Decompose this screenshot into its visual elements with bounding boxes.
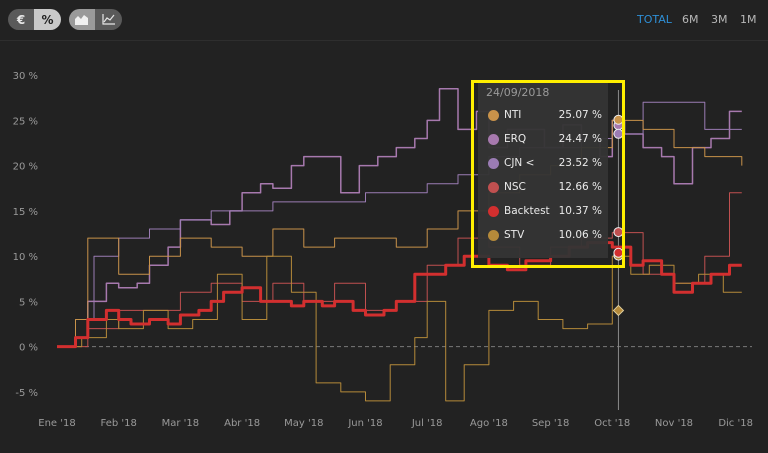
hover-marker bbox=[613, 247, 624, 258]
percent-mode-button[interactable]: % bbox=[34, 9, 61, 30]
performance-chart: 30 % 25 % 20 % 15 % 10 % 5 % 0 % -5 % Ene '18 Feb… bbox=[13, 71, 753, 429]
x-tick-label: Feb '18 bbox=[101, 418, 137, 429]
tooltip-row-nti: NTI 25.07 % bbox=[486, 107, 602, 125]
tooltip-series-value: 12.66 % bbox=[558, 181, 602, 193]
tooltip-row-erq: ERQ 24.47 % bbox=[486, 131, 602, 149]
tooltip-row-stv: STV 10.06 % bbox=[486, 227, 602, 245]
area-chart-button[interactable] bbox=[69, 9, 95, 30]
x-tick-label: Dic '18 bbox=[718, 418, 753, 429]
tooltip-series-value: 10.37 % bbox=[558, 205, 602, 217]
tooltip-row-cjn: CJN < 23.52 % bbox=[486, 155, 602, 173]
hover-marker bbox=[613, 114, 624, 125]
y-tick-label: 0 % bbox=[19, 343, 38, 354]
x-tick-label: Ene '18 bbox=[38, 418, 75, 429]
area-chart-icon bbox=[75, 15, 88, 25]
x-tick-label: Oct '18 bbox=[594, 418, 630, 429]
x-tick-label: Ago '18 bbox=[470, 418, 508, 429]
x-tick-label: Abr '18 bbox=[224, 418, 260, 429]
x-tick-label: Jun '18 bbox=[347, 418, 382, 429]
chart-type-toggle bbox=[69, 9, 122, 30]
series-color-dot bbox=[488, 158, 499, 169]
line-chart-button[interactable] bbox=[95, 9, 122, 30]
tooltip-row-nsc: NSC 12.66 % bbox=[486, 179, 602, 197]
series-color-dot bbox=[488, 206, 499, 217]
y-tick-label: 25 % bbox=[13, 116, 38, 127]
series-line-stv bbox=[57, 255, 742, 402]
x-tick-label: Sep '18 bbox=[532, 418, 570, 429]
series-color-dot bbox=[488, 134, 499, 145]
tooltip-series-name: Backtest bbox=[504, 205, 550, 217]
diamond-marker bbox=[612, 304, 625, 317]
tooltip-series-name: STV bbox=[504, 229, 525, 241]
tooltip-series-name: NTI bbox=[504, 109, 522, 121]
line-chart-icon bbox=[101, 14, 115, 25]
series-line-erq bbox=[57, 87, 742, 348]
y-tick-label: 5 % bbox=[19, 297, 38, 308]
series-color-dot bbox=[488, 182, 499, 193]
series-line-nsc bbox=[57, 192, 742, 348]
range-total[interactable]: TOTAL bbox=[637, 13, 672, 26]
series-color-dot bbox=[488, 110, 499, 121]
display-mode-toggle: € % bbox=[8, 9, 61, 30]
series-line-nti bbox=[57, 119, 743, 348]
y-tick-label: 30 % bbox=[13, 71, 38, 82]
data-tooltip: 24/09/2018 NTI 25.07 % ERQ 24.47 % CJN <… bbox=[478, 82, 608, 258]
x-tick-label: Jul '18 bbox=[411, 418, 443, 429]
tooltip-series-value: 24.47 % bbox=[558, 133, 602, 145]
x-tick-label: Mar '18 bbox=[162, 418, 200, 429]
y-tick-label: 15 % bbox=[13, 207, 38, 218]
tooltip-series-value: 25.07 % bbox=[558, 109, 602, 121]
tooltip-row-backtest: Backtest 10.37 % bbox=[486, 203, 602, 221]
y-tick-label: 10 % bbox=[13, 252, 38, 263]
tooltip-date: 24/09/2018 bbox=[486, 86, 550, 99]
hover-marker bbox=[613, 128, 624, 139]
series-line-backtest bbox=[57, 241, 742, 349]
currency-mode-button[interactable]: € bbox=[8, 9, 34, 30]
x-tick-label: Nov '18 bbox=[655, 418, 693, 429]
x-tick-label: May '18 bbox=[284, 418, 323, 429]
y-tick-label: 20 % bbox=[13, 162, 38, 173]
tooltip-series-value: 10.06 % bbox=[558, 229, 602, 241]
hover-marker bbox=[613, 227, 624, 238]
y-tick-label: -5 % bbox=[15, 388, 38, 399]
tooltip-series-name: ERQ bbox=[504, 133, 527, 145]
tooltip-series-name: CJN < bbox=[504, 157, 535, 169]
chart-toolbar: € % TOTAL 6M 3M 1M bbox=[0, 0, 768, 41]
series-color-dot bbox=[488, 230, 499, 241]
range-1m[interactable]: 1M bbox=[740, 13, 757, 26]
tooltip-series-name: NSC bbox=[504, 181, 526, 193]
tooltip-series-value: 23.52 % bbox=[558, 157, 602, 169]
range-3m[interactable]: 3M bbox=[711, 13, 728, 26]
range-6m[interactable]: 6M bbox=[682, 13, 699, 26]
